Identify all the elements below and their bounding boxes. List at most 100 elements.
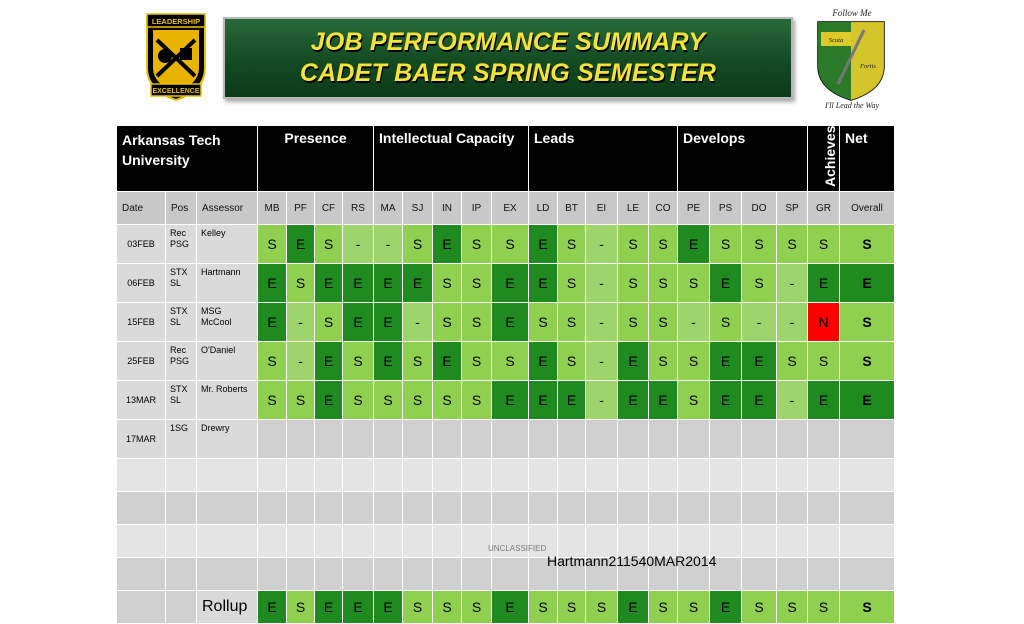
presence-header: Presence — [257, 125, 374, 192]
grade-cell: S — [557, 302, 586, 342]
grade-cell: S — [807, 341, 840, 381]
logo-bottom-text: EXCELLENCE — [152, 88, 199, 95]
column-header-sp: SP — [776, 191, 808, 225]
grade-cell: E — [342, 263, 374, 303]
grade-cell: S — [648, 302, 678, 342]
empty-cell — [257, 557, 287, 591]
empty-cell — [116, 524, 166, 558]
empty-cell — [585, 458, 618, 492]
grade-cell: S — [461, 263, 492, 303]
empty-cell — [257, 419, 287, 459]
grade-cell: E — [709, 263, 742, 303]
grade-cell: S — [461, 380, 492, 420]
empty-cell — [776, 458, 808, 492]
classification-label: UNCLASSIFIED — [488, 544, 547, 553]
grade-cell: S — [461, 224, 492, 264]
grade-cell: - — [585, 224, 618, 264]
grade-cell: E — [257, 302, 287, 342]
grade-cell: S — [648, 590, 678, 624]
grade-cell: S — [373, 380, 403, 420]
column-header-do: DO — [741, 191, 777, 225]
empty-cell — [648, 419, 678, 459]
grade-cell: S — [342, 341, 374, 381]
grade-cell: S — [776, 224, 808, 264]
assessor-cell: Drewry — [196, 419, 258, 459]
grade-cell: E — [491, 380, 529, 420]
achieves-header-text: Achieves — [821, 125, 838, 188]
grade-cell: S — [257, 380, 287, 420]
grade-cell: E — [314, 341, 343, 381]
empty-cell — [116, 458, 166, 492]
grade-cell: S — [461, 341, 492, 381]
empty-cell — [807, 557, 840, 591]
grade-cell: - — [585, 302, 618, 342]
grade-cell: E — [314, 380, 343, 420]
column-header-cf: CF — [314, 191, 343, 225]
grade-cell: S — [648, 224, 678, 264]
grade-cell: - — [585, 380, 618, 420]
grade-cell: S — [557, 224, 586, 264]
empty-cell — [839, 557, 895, 591]
crest-left-word: Scuta — [829, 37, 843, 44]
grade-cell: S — [402, 590, 433, 624]
grade-cell: S — [741, 263, 777, 303]
empty-cell — [677, 524, 710, 558]
empty-cell — [286, 491, 315, 525]
grade-cell: E — [373, 263, 403, 303]
grade-cell: S — [402, 341, 433, 381]
date-cell: 13MAR — [116, 380, 166, 420]
grade-cell: - — [776, 263, 808, 303]
empty-cell — [257, 491, 287, 525]
grade-cell: E — [432, 224, 462, 264]
grade-cell: S — [617, 302, 649, 342]
net-grade-cell: S — [839, 302, 895, 342]
empty-cell — [776, 524, 808, 558]
grade-cell: E — [491, 263, 529, 303]
grade-cell: S — [491, 341, 529, 381]
grade-cell: - — [286, 302, 315, 342]
column-header-assessor: Assessor — [196, 191, 258, 225]
net-grade-cell: E — [839, 380, 895, 420]
grade-cell: S — [257, 224, 287, 264]
grade-cell: - — [677, 302, 710, 342]
assessor-cell: Kelley — [196, 224, 258, 264]
grade-cell: E — [373, 302, 403, 342]
empty-cell — [648, 491, 678, 525]
empty-cell — [257, 458, 287, 492]
empty-cell — [461, 491, 492, 525]
grade-cell: S — [286, 263, 315, 303]
assessor-cell: Mr. Roberts — [196, 380, 258, 420]
empty-cell — [432, 491, 462, 525]
grade-cell: E — [257, 263, 287, 303]
title-line-1: JOB PERFORMANCE SUMMARY — [310, 28, 706, 56]
empty-cell — [373, 491, 403, 525]
grade-cell: E — [314, 590, 343, 624]
empty-cell — [461, 419, 492, 459]
grade-cell: E — [528, 341, 558, 381]
grade-cell: S — [432, 263, 462, 303]
grade-cell: S — [617, 224, 649, 264]
grade-cell: E — [342, 590, 374, 624]
grade-cell: - — [585, 263, 618, 303]
column-header-pos: Pos — [165, 191, 197, 225]
empty-row — [116, 491, 895, 525]
table-row: 03FEB Rec PSG Kelley S E S - - S E S S E S - S S E S S S S S — [116, 224, 895, 264]
empty-cell — [528, 458, 558, 492]
column-header-mb: MB — [257, 191, 287, 225]
grade-cell: E — [528, 380, 558, 420]
grade-cell: S — [528, 302, 558, 342]
grade-cell: S — [648, 341, 678, 381]
empty-cell — [196, 524, 258, 558]
empty-cell — [839, 419, 895, 459]
grade-cell: - — [741, 302, 777, 342]
column-header-date: Date — [116, 191, 166, 225]
empty-cell — [373, 419, 403, 459]
category-header-row: Arkansas Tech University Presence Intell… — [116, 125, 895, 192]
empty-cell — [839, 524, 895, 558]
column-header-pe: PE — [677, 191, 710, 225]
grade-cell: E — [807, 380, 840, 420]
grade-cell: - — [776, 380, 808, 420]
grade-cell: S — [617, 263, 649, 303]
empty-cell — [116, 557, 166, 591]
grade-cell: S — [677, 590, 710, 624]
